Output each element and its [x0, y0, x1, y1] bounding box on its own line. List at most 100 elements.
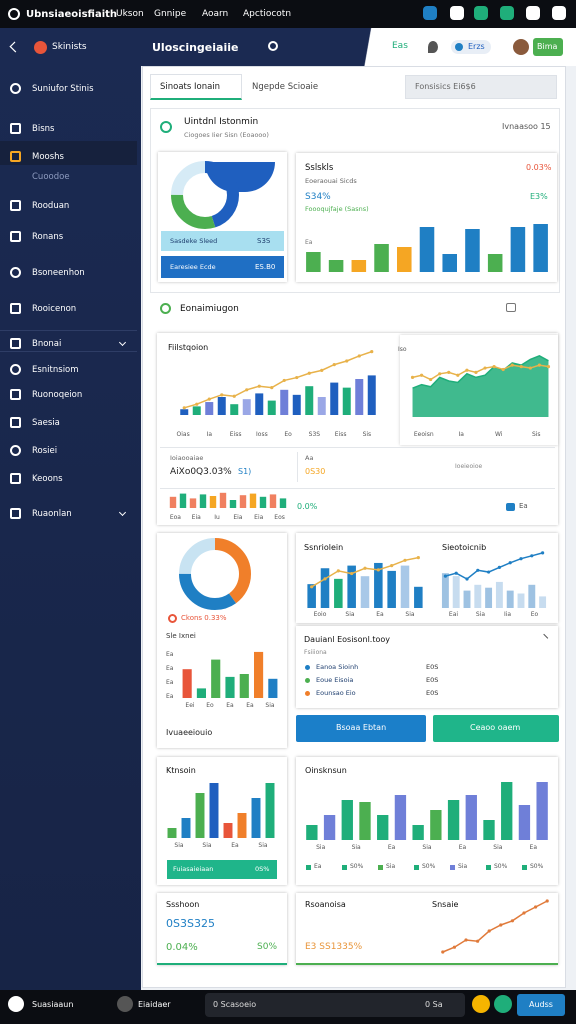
bar	[414, 586, 423, 608]
point	[546, 365, 551, 369]
x-tick-label: Ia	[458, 431, 464, 438]
bar	[180, 409, 189, 415]
action-icon[interactable]	[506, 503, 515, 511]
nav-item[interactable]: Saesia	[32, 418, 60, 428]
bar	[209, 496, 217, 508]
x-tick-label: Ioss	[256, 431, 268, 438]
toolbar-icon[interactable]	[500, 6, 514, 20]
toolbar-icon[interactable]	[526, 6, 540, 20]
bar	[219, 492, 227, 508]
nav-item[interactable]: Cuoodoe	[32, 172, 70, 182]
status-icon[interactable]	[494, 995, 512, 1013]
toolbar-icon[interactable]	[450, 6, 464, 20]
user-name[interactable]: Suasiaaun	[32, 1000, 74, 1009]
point	[474, 370, 478, 374]
page-title: Uloscingeiaiie	[152, 41, 239, 54]
summary-change: 0.04%	[166, 942, 198, 953]
menu-item[interactable]: Ukson	[116, 9, 144, 19]
x-tick-label: Sia	[316, 844, 326, 851]
bar	[179, 493, 187, 508]
x-tick-label: Iu	[214, 514, 220, 521]
legend-label: S0%	[422, 863, 436, 870]
bar	[528, 584, 536, 608]
chart	[179, 538, 251, 610]
primary-button[interactable]	[296, 715, 426, 742]
app-name[interactable]: Eiaidaer	[138, 1000, 171, 1009]
nav-item[interactable]: Suniufor Stinis	[32, 84, 94, 94]
stat-bar	[161, 231, 284, 251]
tab[interactable]: Ngepde Scioaie	[252, 82, 319, 92]
bottom-button[interactable]	[517, 994, 565, 1016]
action[interactable]: Ea	[519, 502, 528, 510]
menu-item[interactable]: Apctiocotn	[243, 9, 292, 19]
menu-item[interactable]: Aoarn	[202, 9, 229, 19]
nav-item[interactable]: Rosiei	[32, 446, 58, 456]
active-row	[0, 141, 137, 165]
stat-bar	[161, 256, 284, 278]
stat-label: Earesiee Ecde	[170, 263, 216, 271]
toolbar-icon[interactable]	[474, 6, 488, 20]
header-button[interactable]	[533, 38, 563, 56]
x-tick-label: Eiss	[229, 431, 242, 438]
bar	[211, 659, 221, 698]
point	[357, 354, 361, 358]
point	[454, 571, 458, 575]
nav-item[interactable]: Keoons	[32, 474, 63, 484]
nav-item[interactable]: Bisns	[32, 124, 55, 134]
point	[522, 911, 526, 915]
nav-item[interactable]: Rooicenon	[32, 304, 77, 314]
nav-item[interactable]: Esnitnsiom	[32, 365, 79, 375]
user-icon	[8, 996, 24, 1012]
bar	[292, 394, 301, 415]
point	[182, 406, 186, 410]
summary-value: AiXo0Q3.03%	[170, 467, 232, 477]
bar	[518, 805, 531, 840]
x-tick-label: Sia	[265, 702, 275, 709]
button-label[interactable]: Ceaoo oaem	[470, 723, 521, 732]
button-label[interactable]: Bsoaa Ebtan	[336, 723, 387, 732]
nav-item[interactable]: Ruaonlan	[32, 509, 72, 519]
tab-active[interactable]	[150, 74, 242, 100]
bar	[199, 494, 207, 508]
summary-label: Ioiaooaiae	[170, 454, 204, 462]
trends-card	[296, 533, 558, 623]
toolbar-icon[interactable]	[552, 6, 566, 20]
x-tick-label: Sia	[174, 842, 184, 849]
nav-item[interactable]: Bnonai	[32, 339, 62, 349]
line	[412, 354, 549, 389]
bar	[397, 247, 412, 272]
x-tick-label: Ea	[529, 844, 538, 851]
nav-item[interactable]: Rooduan	[32, 201, 70, 211]
nav-item[interactable]: Mooshs	[32, 152, 64, 162]
nav-icon	[10, 231, 21, 242]
secondary-button[interactable]	[433, 715, 559, 742]
menu-item[interactable]: Gnnipe	[154, 9, 187, 19]
status-icon[interactable]	[472, 995, 490, 1013]
nav-item[interactable]: Ronans	[32, 232, 64, 242]
bar	[167, 828, 177, 838]
bottom-button-label[interactable]: Audss	[529, 1000, 553, 1009]
point	[438, 372, 442, 376]
nav-icon	[10, 364, 21, 375]
bar	[217, 397, 226, 415]
point	[530, 554, 534, 558]
search-box[interactable]	[405, 75, 557, 99]
bar	[280, 389, 289, 415]
point	[534, 905, 538, 909]
sidebar	[0, 28, 141, 990]
tab[interactable]: Sinoats Ionain	[160, 82, 221, 92]
point	[270, 386, 274, 390]
search-text[interactable]: Fonsisics Ei6$6	[415, 82, 476, 91]
action-icon[interactable]	[506, 303, 516, 312]
header-button-label[interactable]: Bima	[537, 42, 558, 51]
link[interactable]: Ivnaasoo 15	[502, 122, 551, 131]
chart	[169, 492, 287, 508]
nav-item[interactable]: Bsoneenhon	[32, 268, 85, 278]
bar	[265, 783, 275, 838]
x-tick-label: Sis	[362, 431, 372, 438]
nav-item[interactable]: Ruonoqeion	[32, 390, 83, 400]
toolbar-icon[interactable]	[423, 6, 437, 20]
search-icon[interactable]	[268, 41, 278, 51]
point	[447, 370, 451, 374]
x-tick-label: Eai	[448, 611, 459, 618]
